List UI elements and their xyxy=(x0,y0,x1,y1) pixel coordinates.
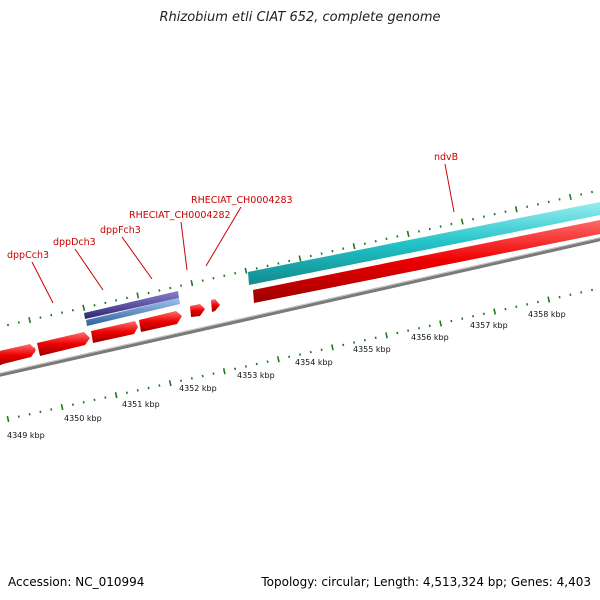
major-tick xyxy=(352,243,356,250)
cds-arrow xyxy=(0,344,36,365)
scale-label: 4352 kbp xyxy=(179,384,217,393)
major-tick xyxy=(190,280,194,287)
leader-line xyxy=(444,163,455,213)
major-tick xyxy=(568,193,572,201)
cds-arrow xyxy=(211,299,220,312)
genome-summary-text: Topology: circular; Length: 4,513,324 bp… xyxy=(261,575,591,589)
leader-line xyxy=(205,206,242,267)
genome-backbone xyxy=(0,237,600,377)
leader-line xyxy=(31,261,54,304)
leader-line xyxy=(180,221,188,271)
major-tick xyxy=(276,356,280,363)
major-tick xyxy=(28,316,32,324)
gene-label-RHECIAT_CH0004282: RHECIAT_CH0004282 xyxy=(129,210,231,221)
blue-feature xyxy=(86,298,180,326)
cds-arrow xyxy=(139,311,182,332)
scale-labels: 4349 kbp 4350 kbp 4351 kbp 4352 kbp 4353… xyxy=(7,310,566,440)
major-tick xyxy=(244,267,248,274)
scale-label: 4357 kbp xyxy=(470,321,508,330)
major-tick xyxy=(514,206,518,213)
major-tick xyxy=(298,255,302,262)
major-tick xyxy=(6,415,10,423)
major-tick xyxy=(439,320,443,327)
major-tick xyxy=(114,392,118,399)
cds-features xyxy=(0,220,600,366)
cds-arrow xyxy=(91,321,138,343)
major-tick xyxy=(168,380,172,387)
cds-arrow xyxy=(190,304,205,317)
gene-label-dppCch3: dppCch3 xyxy=(7,250,49,261)
leader-line xyxy=(74,248,104,291)
major-tick xyxy=(60,403,64,411)
major-tick xyxy=(460,218,464,225)
cds-arrow xyxy=(37,332,90,356)
scale-label: 4356 kbp xyxy=(411,333,449,342)
scale-label: 4353 kbp xyxy=(237,371,275,380)
ndvB-cds xyxy=(253,220,600,303)
major-tick xyxy=(136,292,140,299)
scale-tick-row xyxy=(6,288,594,423)
gene-label-ndvB: ndvB xyxy=(434,152,458,163)
cyan-feature xyxy=(248,201,600,285)
accession-text: Accession: NC_010994 xyxy=(8,575,145,589)
scale-label: 4355 kbp xyxy=(353,345,391,354)
purple-feature xyxy=(84,291,179,319)
gene-label-RHECIAT_CH0004283: RHECIAT_CH0004283 xyxy=(191,195,293,206)
gene-label-dppFch3: dppFch3 xyxy=(100,225,141,236)
leader-line xyxy=(121,236,153,280)
major-tick xyxy=(406,230,410,237)
scale-label: 4350 kbp xyxy=(64,414,102,423)
major-tick xyxy=(82,304,86,311)
scale-label: 4354 kbp xyxy=(295,358,333,367)
gene-label-dppDch3: dppDch3 xyxy=(53,237,96,248)
major-tick xyxy=(222,368,226,375)
map-title: Rhizobium etli CIAT 652, complete genome xyxy=(159,10,441,25)
major-tick xyxy=(493,308,497,315)
gene-labels: dppCch3 dppDch3 dppFch3 RHECIAT_CH000428… xyxy=(7,152,458,304)
major-tick xyxy=(385,332,388,339)
major-tick xyxy=(331,344,334,351)
top-tick-row xyxy=(6,190,594,327)
scale-label: 4351 kbp xyxy=(122,400,160,409)
major-tick xyxy=(547,296,551,303)
scale-label: 4349 kbp xyxy=(7,431,45,440)
scale-label: 4358 kbp xyxy=(528,310,566,319)
